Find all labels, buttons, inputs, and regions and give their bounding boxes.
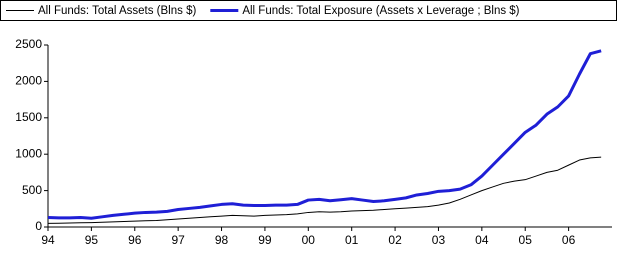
x-tick-label: 97 (171, 233, 185, 247)
y-tick-label: 2500 (15, 37, 42, 51)
series-line (47, 156, 602, 224)
x-tick-label: 95 (85, 233, 99, 247)
x-tick-label: 03 (432, 233, 446, 247)
y-tick-label: 0 (35, 219, 42, 233)
y-tick-label: 1000 (15, 146, 42, 160)
series-line (47, 49, 602, 220)
x-tick-label: 94 (41, 233, 55, 247)
x-tick-label: 99 (258, 233, 272, 247)
x-tick-label: 06 (562, 233, 576, 247)
legend-label: All Funds: Total Assets (Blns $) (38, 5, 196, 17)
y-tick-label: 1500 (15, 110, 42, 124)
x-tick-label: 98 (215, 233, 229, 247)
legend-label: All Funds: Total Exposure (Assets x Leve… (242, 5, 519, 17)
x-tick-label: 04 (475, 233, 489, 247)
y-tick-label: 500 (22, 183, 42, 197)
x-tick-label: 00 (302, 233, 316, 247)
x-tick-label: 96 (128, 233, 142, 247)
x-tick-label: 01 (345, 233, 359, 247)
y-tick-label: 2000 (15, 74, 42, 88)
x-tick-label: 05 (519, 233, 533, 247)
x-tick-label: 02 (388, 233, 402, 247)
